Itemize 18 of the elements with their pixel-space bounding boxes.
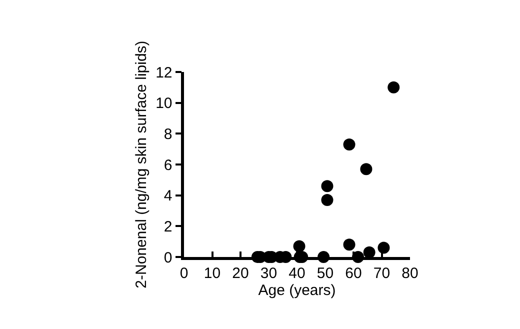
- x-tick-label: 60: [345, 264, 362, 282]
- x-tick-label: 0: [180, 264, 188, 282]
- y-tick-label: 8: [164, 126, 172, 143]
- x-tick-label: 20: [232, 264, 249, 282]
- y-tick-label: 4: [164, 188, 172, 205]
- y-tick-label: 0: [164, 249, 172, 266]
- x-tick-label: 50: [316, 264, 334, 282]
- x-tick-label: 70: [373, 264, 390, 282]
- y-tick-label: 12: [156, 64, 172, 82]
- x-tick-label: 30: [260, 264, 278, 282]
- x-tick-label: 40: [288, 264, 306, 282]
- y-tick-label: 2: [164, 218, 172, 236]
- y-tick-label: 6: [164, 156, 172, 174]
- y-tick-label: 10: [156, 95, 172, 112]
- x-axis-title: Age (years): [258, 282, 336, 299]
- y-axis-title: 2-Nonenal (ng/mg skin surface lipids): [132, 40, 150, 288]
- x-tick-label: 80: [402, 264, 418, 282]
- x-tick-label: 10: [204, 264, 221, 282]
